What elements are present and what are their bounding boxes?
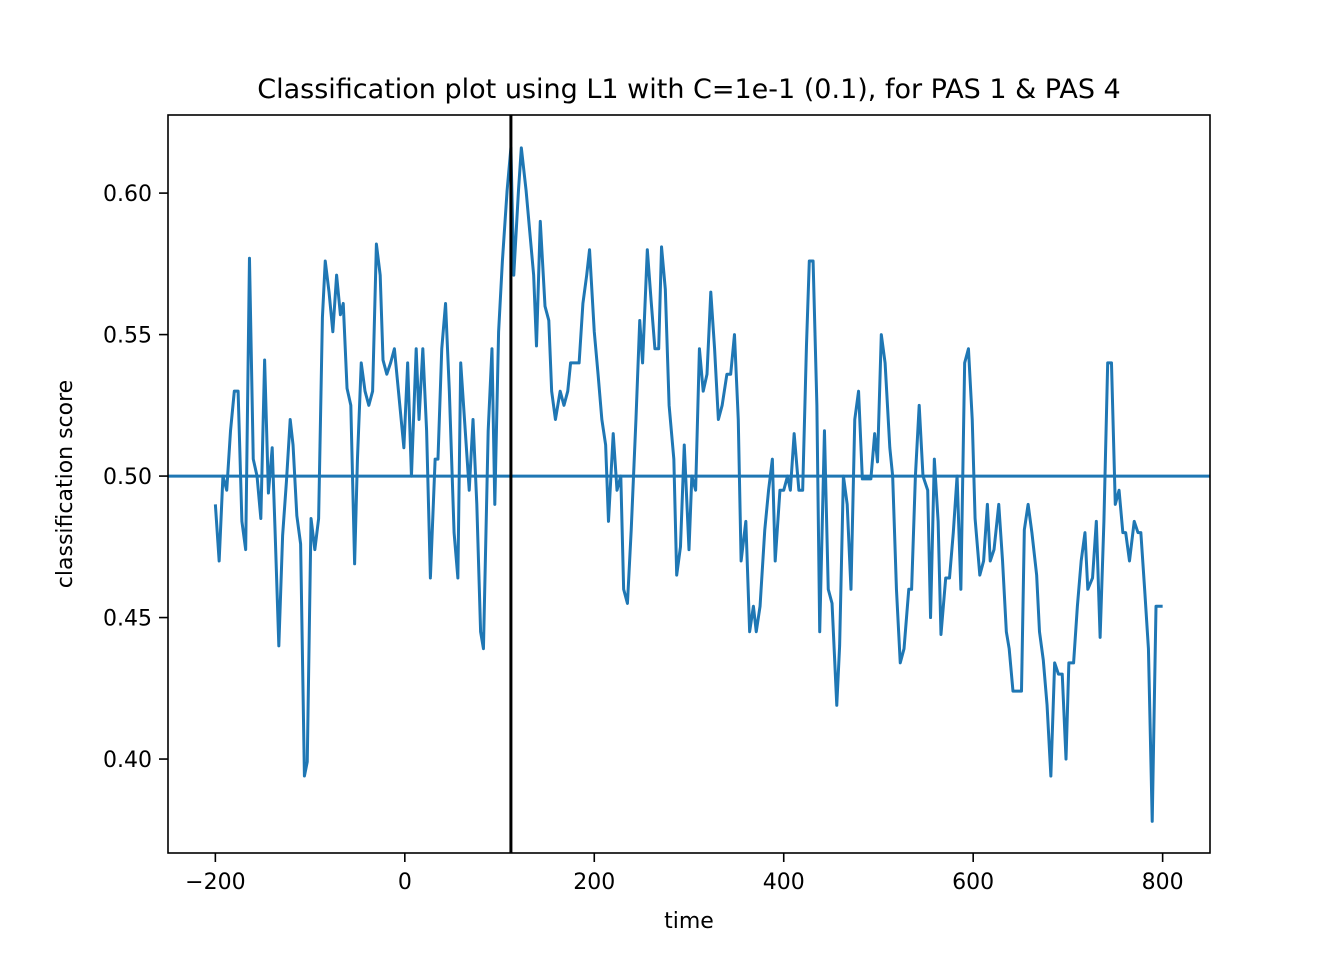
x-tick-label: 400 [763, 870, 805, 895]
x-tick-label: 200 [573, 870, 615, 895]
x-tick-label: 0 [398, 870, 412, 895]
plot-frame [167, 114, 1211, 854]
y-axis-label: classification score [53, 380, 78, 588]
y-tick-label: 0.60 [103, 182, 152, 207]
x-tick-label: −200 [185, 870, 245, 895]
y-tick-label: 0.40 [103, 748, 152, 773]
y-tick-label: 0.55 [103, 324, 152, 349]
data-line [213, 146, 1163, 823]
y-tick-label: 0.45 [103, 607, 152, 632]
x-axis-label: time [664, 909, 714, 934]
y-tick-label: 0.50 [103, 465, 152, 490]
x-tick-label: 800 [1142, 870, 1184, 895]
x-tick-label: 600 [952, 870, 994, 895]
chart-title: Classification plot using L1 with C=1e-1… [257, 74, 1120, 105]
